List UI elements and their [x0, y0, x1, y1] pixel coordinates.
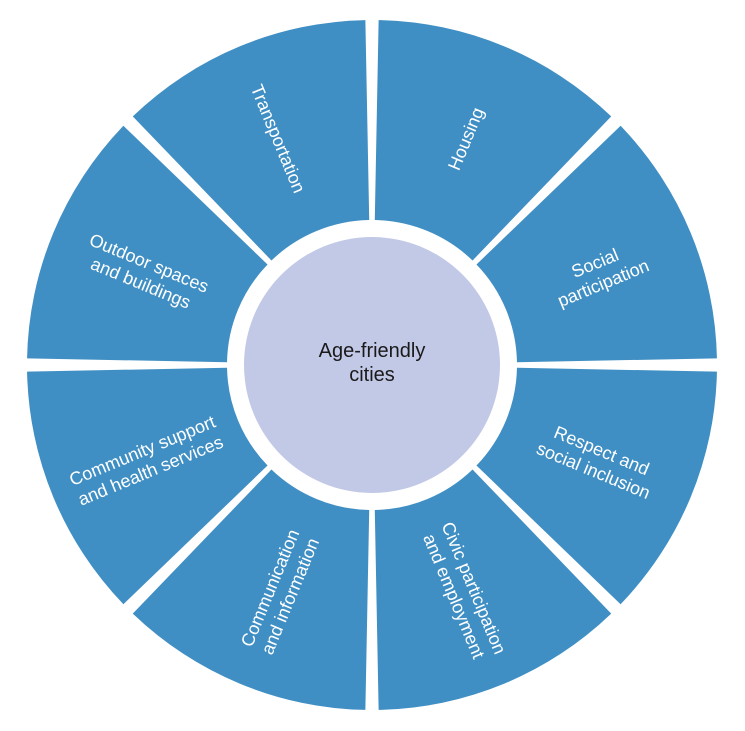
- age-friendly-wheel: Age-friendlycitiesHousingSocialparticipa…: [0, 0, 745, 731]
